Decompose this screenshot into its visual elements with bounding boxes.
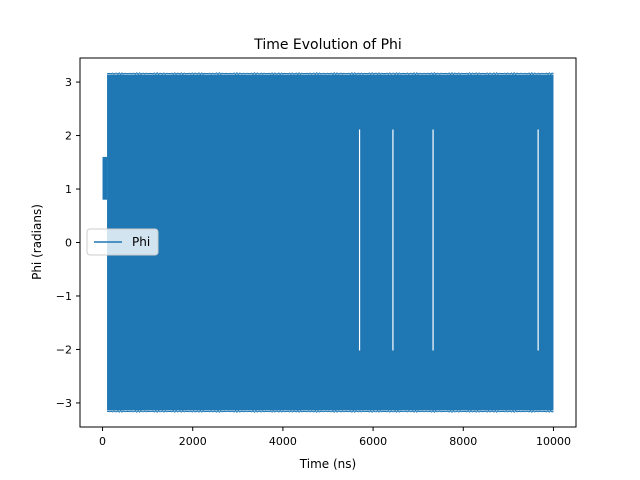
y-axis: −3 −2 −1 0 1 2 3 — [56, 76, 80, 410]
series-phi-edge-bottom — [107, 409, 554, 414]
x-axis: 0 2000 4000 6000 8000 10000 — [99, 427, 571, 448]
x-axis-label: Time (ns) — [299, 457, 356, 471]
series-phi-edge-top — [107, 71, 554, 76]
x-tick-label: 8000 — [449, 435, 477, 448]
y-tick-label: 0 — [65, 237, 72, 250]
x-tick-label: 10000 — [536, 435, 571, 448]
y-tick-label: 3 — [65, 76, 72, 89]
axes-frame — [79, 57, 577, 428]
legend-label-phi: Phi — [132, 235, 150, 249]
chart-title: Time Evolution of Phi — [253, 37, 402, 53]
y-axis-label: Phi (radians) — [30, 204, 44, 280]
y-tick-label: −3 — [56, 397, 72, 410]
x-tick-label: 6000 — [359, 435, 387, 448]
y-tick-label: 2 — [65, 130, 72, 143]
plot-area — [102, 71, 554, 414]
legend-box — [86, 228, 159, 256]
x-tick-label: 0 — [99, 435, 106, 448]
y-tick-label: −2 — [56, 343, 72, 356]
legend: Phi — [86, 228, 159, 256]
x-tick-label: 4000 — [269, 435, 297, 448]
y-tick-label: 1 — [65, 183, 72, 196]
series-phi-band — [107, 74, 554, 411]
x-tick-label: 2000 — [179, 435, 207, 448]
series-phi-initial-band — [102, 156, 108, 200]
y-tick-label: −1 — [56, 290, 72, 303]
